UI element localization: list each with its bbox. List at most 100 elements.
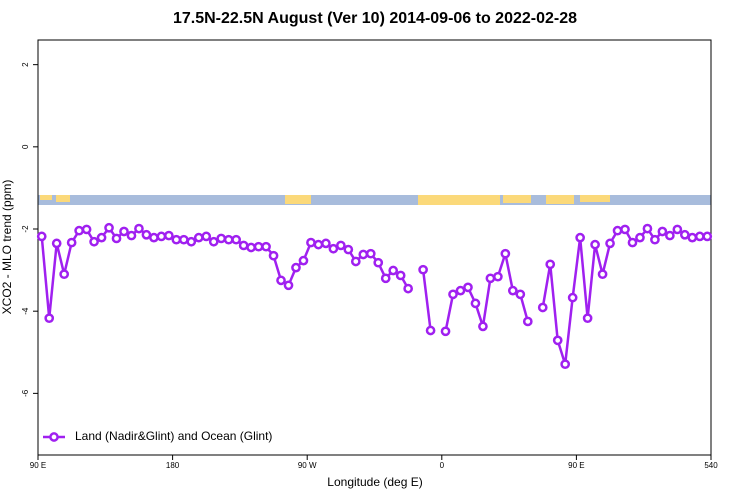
point [605, 238, 615, 249]
point [89, 236, 99, 247]
map-strip [38, 195, 711, 205]
point [687, 232, 698, 243]
point [575, 232, 585, 243]
point [231, 234, 242, 245]
point [313, 239, 324, 250]
point [635, 232, 645, 243]
point [403, 283, 413, 294]
point [283, 280, 294, 291]
y-tick-label: -2 [21, 225, 30, 233]
point [627, 237, 638, 248]
point [507, 285, 518, 296]
point [380, 273, 391, 284]
point [223, 234, 234, 245]
point [395, 270, 406, 281]
point [298, 255, 309, 266]
x-tick-label: 180 [166, 461, 180, 470]
point [111, 233, 122, 244]
point [336, 240, 346, 251]
legend-label: Land (Nadir&Glint) and Ocean (Glint) [75, 429, 272, 443]
point [36, 231, 47, 242]
point [126, 230, 137, 241]
point [74, 225, 84, 236]
point [216, 233, 227, 244]
point [642, 223, 653, 234]
point [612, 225, 623, 236]
y-tick-label: 0 [21, 144, 30, 149]
x-tick-label: 0 [440, 461, 445, 470]
point [261, 241, 271, 252]
point [156, 231, 167, 242]
point [141, 229, 152, 240]
point [515, 289, 526, 300]
point [493, 271, 503, 282]
series-line [40, 225, 708, 365]
point [186, 236, 197, 247]
point [291, 262, 301, 273]
point [268, 250, 279, 261]
point [552, 335, 563, 346]
point [358, 249, 369, 260]
point [343, 244, 354, 255]
point [104, 222, 114, 233]
point [246, 242, 256, 253]
point [522, 316, 533, 327]
y-tick-label: -6 [21, 389, 30, 397]
y-tick-label: -4 [21, 307, 30, 315]
x-tick-label: 90 E [30, 461, 46, 470]
x-tick-label: 90 W [298, 461, 317, 470]
point [425, 325, 436, 336]
point [418, 264, 428, 275]
point [96, 232, 107, 243]
point [463, 282, 473, 293]
point [560, 359, 571, 370]
point [485, 273, 496, 284]
point [134, 223, 144, 234]
point [590, 239, 600, 250]
point [149, 232, 159, 243]
point [193, 232, 204, 243]
point [44, 313, 55, 324]
point [694, 231, 705, 242]
point [478, 321, 488, 332]
y-tick-label: 2 [21, 62, 30, 67]
y-axis-label: XCO2 - MLO trend (ppm) [0, 180, 14, 315]
point [537, 302, 548, 313]
point [208, 236, 219, 247]
point [455, 285, 466, 296]
point [448, 289, 458, 300]
point [440, 326, 451, 337]
chart-title: 17.5N-22.5N August (Ver 10) 2014-09-06 t… [173, 10, 577, 27]
point [582, 313, 593, 324]
point [178, 234, 189, 245]
point [657, 226, 668, 237]
point [81, 224, 92, 235]
point [365, 248, 376, 259]
point [500, 248, 511, 259]
point [679, 229, 690, 240]
plot-frame [37, 39, 712, 456]
point [171, 234, 182, 245]
point [665, 230, 675, 241]
legend-marker [49, 432, 59, 442]
point [201, 231, 212, 242]
point [702, 231, 713, 242]
point [51, 238, 62, 249]
point [164, 230, 174, 241]
point [672, 224, 683, 235]
x-tick-label: 90 E [568, 461, 584, 470]
point [238, 240, 249, 251]
point [567, 292, 578, 303]
point [59, 269, 70, 280]
x-axis-label: Longitude (deg E) [327, 475, 422, 489]
point [321, 238, 331, 249]
point [66, 237, 77, 248]
x-tick-label: 540 [704, 461, 718, 470]
point [253, 241, 264, 252]
point [373, 257, 384, 268]
point [119, 226, 129, 237]
point [328, 243, 339, 254]
point [388, 265, 399, 276]
